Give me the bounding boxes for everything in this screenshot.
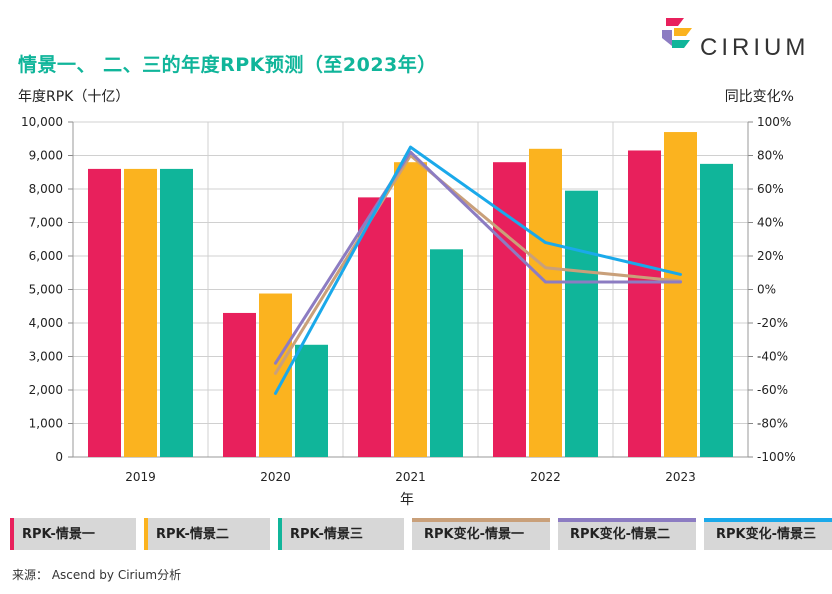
y-tick-label: 6,000 <box>29 249 63 263</box>
y2-tick-label: 80% <box>757 149 784 163</box>
bar <box>565 190 598 458</box>
x-tick-label: 2023 <box>665 470 696 484</box>
y2-tick-label: 100% <box>757 115 791 129</box>
bar <box>358 197 391 457</box>
chart-title: 情景一、 二、三的年度RPK预测（至2023年） <box>18 54 437 76</box>
legend-item: RPK变化-情景三 <box>704 518 832 550</box>
y-tick-label: 5,000 <box>29 283 63 297</box>
x-tick-label: 2019 <box>125 470 156 484</box>
y2-tick-label: -20% <box>757 316 788 330</box>
bar <box>430 249 463 457</box>
y-tick-label: 0 <box>55 450 63 464</box>
y-tick-label: 7,000 <box>29 216 63 230</box>
y2-tick-label: -80% <box>757 417 788 431</box>
bar <box>160 168 193 457</box>
bar <box>529 148 562 458</box>
series-line <box>274 150 682 365</box>
legend-label: RPK变化-情景三 <box>716 527 817 542</box>
x-tick-label: 2020 <box>260 470 291 484</box>
legend-item: RPK变化-情景一 <box>412 518 550 550</box>
legend-label: RPK变化-情景二 <box>570 527 671 542</box>
cirium-logo-icon <box>662 18 692 48</box>
y-tick-label: 9,000 <box>29 149 63 163</box>
series-line <box>274 145 682 395</box>
brand-name: CIRIUM <box>700 34 810 61</box>
y2-tick-label: 20% <box>757 249 784 263</box>
bar <box>628 150 661 457</box>
x-axis-title: 年 <box>400 492 414 508</box>
bar <box>88 168 121 457</box>
legend-label: RPK-情景三 <box>290 527 363 542</box>
bar <box>223 312 256 457</box>
y2-tick-label: -100% <box>757 450 796 464</box>
legend-swatch <box>144 518 148 550</box>
legend-item: RPK-情景三 <box>278 518 404 550</box>
legend-item: RPK变化-情景二 <box>558 518 696 550</box>
y2-tick-label: -40% <box>757 350 788 364</box>
y-tick-label: 2,000 <box>29 383 63 397</box>
legend-item: RPK-情景一 <box>10 518 136 550</box>
legend-label: RPK-情景一 <box>22 527 95 542</box>
legend-swatch <box>278 518 282 550</box>
x-tick-label: 2022 <box>530 470 561 484</box>
source-note: 来源： Ascend by Cirium分析 <box>12 568 182 582</box>
legend-swatch <box>412 518 550 522</box>
y-tick-label: 1,000 <box>29 417 63 431</box>
bar <box>394 162 427 457</box>
bar <box>295 344 328 457</box>
bar <box>664 132 697 458</box>
legend-swatch <box>558 518 696 522</box>
series-line <box>274 154 682 375</box>
y2-tick-label: 40% <box>757 216 784 230</box>
legend-swatch <box>10 518 14 550</box>
bar <box>700 163 733 457</box>
y-tick-label: 3,000 <box>29 350 63 364</box>
legend-swatch <box>704 518 832 522</box>
legend-item: RPK-情景二 <box>144 518 270 550</box>
y-tick-label: 10,000 <box>21 115 63 129</box>
legend-label: RPK变化-情景一 <box>424 527 525 542</box>
legend: RPK-情景一 RPK-情景二 RPK-情景三 RPK变化-情景一 RPK变化-情景二 R… <box>10 518 832 550</box>
legend-label: RPK-情景二 <box>156 527 229 542</box>
bar <box>124 168 157 457</box>
bar <box>493 162 526 457</box>
y2-tick-label: 0% <box>757 283 776 297</box>
y-axis-title: 年度RPK（十亿） <box>18 89 130 105</box>
y2-tick-label: -60% <box>757 383 788 397</box>
y-tick-label: 4,000 <box>29 316 63 330</box>
x-tick-label: 2021 <box>395 470 426 484</box>
y2-tick-label: 60% <box>757 182 784 196</box>
y-tick-label: 8,000 <box>29 182 63 196</box>
y2-axis-title: 同比变化% <box>724 89 794 105</box>
cirium-logo: CIRIUM <box>660 12 810 62</box>
